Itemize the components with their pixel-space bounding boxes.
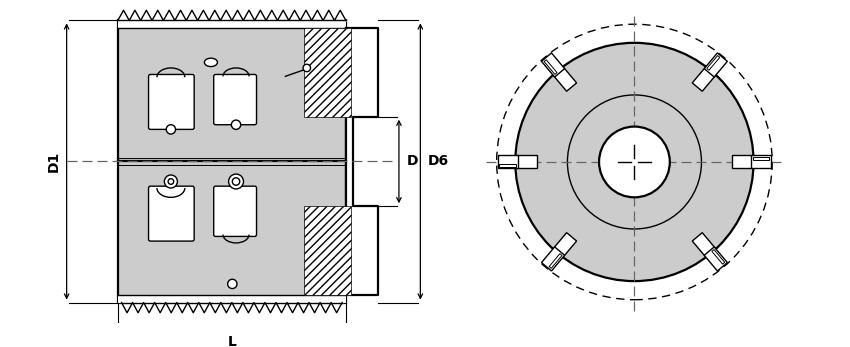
Bar	[118, 20, 346, 303]
Circle shape	[229, 174, 243, 189]
Bar	[553, 67, 576, 91]
Bar	[732, 155, 752, 169]
FancyBboxPatch shape	[149, 186, 194, 241]
Bar	[118, 295, 346, 303]
Circle shape	[228, 279, 237, 289]
Bar	[705, 247, 728, 271]
Bar	[692, 67, 716, 91]
Bar	[553, 232, 576, 257]
FancyBboxPatch shape	[213, 186, 257, 236]
Bar	[541, 247, 564, 271]
Circle shape	[164, 175, 178, 188]
Text: D1: D1	[47, 151, 60, 172]
Bar	[497, 155, 518, 169]
Bar	[751, 155, 771, 169]
Circle shape	[168, 179, 173, 184]
Bar	[707, 56, 720, 70]
Bar	[541, 53, 564, 77]
Text: D: D	[406, 154, 418, 169]
Polygon shape	[346, 28, 378, 295]
Bar	[692, 232, 716, 257]
Bar	[544, 60, 557, 74]
Text: L: L	[228, 335, 236, 347]
FancyBboxPatch shape	[149, 75, 194, 129]
Ellipse shape	[204, 58, 218, 67]
Text: D6: D6	[428, 154, 449, 169]
Bar	[516, 155, 536, 169]
Bar	[118, 20, 346, 28]
Bar	[705, 53, 728, 77]
Circle shape	[599, 127, 670, 197]
Bar	[304, 206, 350, 295]
Circle shape	[232, 178, 240, 185]
Circle shape	[167, 125, 176, 134]
Circle shape	[231, 120, 241, 129]
Circle shape	[303, 64, 310, 72]
Bar	[304, 28, 350, 117]
FancyBboxPatch shape	[213, 75, 257, 125]
Bar	[752, 157, 769, 160]
Bar	[549, 254, 562, 268]
Bar	[500, 164, 516, 167]
Circle shape	[515, 43, 754, 281]
Bar	[711, 249, 725, 264]
